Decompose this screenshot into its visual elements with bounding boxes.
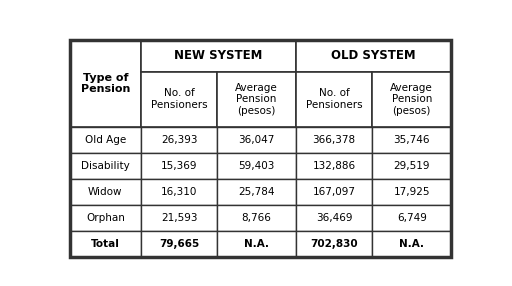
Bar bbox=[296, 40, 451, 72]
Bar bbox=[296, 127, 372, 153]
Text: Orphan: Orphan bbox=[86, 213, 125, 223]
Text: No. of
Pensioners: No. of Pensioners bbox=[151, 88, 207, 110]
Bar bbox=[141, 40, 296, 72]
Text: 15,369: 15,369 bbox=[161, 161, 197, 171]
Text: N.A.: N.A. bbox=[399, 239, 424, 249]
Text: 17,925: 17,925 bbox=[393, 187, 430, 197]
Bar bbox=[372, 72, 451, 127]
Text: 36,047: 36,047 bbox=[239, 135, 275, 145]
Text: 702,830: 702,830 bbox=[310, 239, 358, 249]
Bar bbox=[372, 231, 451, 257]
Text: 366,378: 366,378 bbox=[313, 135, 356, 145]
Bar bbox=[141, 153, 218, 179]
Text: N.A.: N.A. bbox=[244, 239, 269, 249]
Text: 21,593: 21,593 bbox=[161, 213, 197, 223]
Bar bbox=[372, 127, 451, 153]
Bar bbox=[218, 231, 296, 257]
Text: 25,784: 25,784 bbox=[239, 187, 275, 197]
Bar bbox=[218, 72, 296, 127]
Bar bbox=[372, 179, 451, 205]
Bar bbox=[218, 179, 296, 205]
Bar bbox=[70, 179, 141, 205]
Bar bbox=[372, 205, 451, 231]
Bar bbox=[218, 127, 296, 153]
Bar bbox=[70, 205, 141, 231]
Bar bbox=[296, 231, 372, 257]
Text: Widow: Widow bbox=[88, 187, 122, 197]
Text: 16,310: 16,310 bbox=[161, 187, 197, 197]
Bar bbox=[296, 205, 372, 231]
Bar bbox=[218, 205, 296, 231]
Bar bbox=[141, 231, 218, 257]
Text: 167,097: 167,097 bbox=[313, 187, 356, 197]
Bar bbox=[296, 72, 372, 127]
Bar bbox=[70, 231, 141, 257]
Bar bbox=[296, 179, 372, 205]
Text: No. of
Pensioners: No. of Pensioners bbox=[306, 88, 362, 110]
Bar bbox=[141, 127, 218, 153]
Bar bbox=[70, 153, 141, 179]
Text: Old Age: Old Age bbox=[85, 135, 126, 145]
Text: 35,746: 35,746 bbox=[393, 135, 430, 145]
Bar bbox=[70, 40, 141, 127]
Bar bbox=[296, 153, 372, 179]
Text: 29,519: 29,519 bbox=[393, 161, 430, 171]
Bar bbox=[372, 153, 451, 179]
Text: 26,393: 26,393 bbox=[161, 135, 197, 145]
Text: OLD SYSTEM: OLD SYSTEM bbox=[331, 49, 416, 62]
Bar bbox=[70, 127, 141, 153]
Bar bbox=[141, 72, 218, 127]
Text: 6,749: 6,749 bbox=[397, 213, 426, 223]
Bar bbox=[141, 205, 218, 231]
Text: Total: Total bbox=[91, 239, 120, 249]
Text: Disability: Disability bbox=[81, 161, 130, 171]
Text: 8,766: 8,766 bbox=[242, 213, 271, 223]
Text: 132,886: 132,886 bbox=[313, 161, 356, 171]
Text: 79,665: 79,665 bbox=[159, 239, 199, 249]
Text: 59,403: 59,403 bbox=[239, 161, 275, 171]
Text: Average
Pension
(pesos): Average Pension (pesos) bbox=[235, 83, 278, 116]
Text: NEW SYSTEM: NEW SYSTEM bbox=[174, 49, 263, 62]
Text: 36,469: 36,469 bbox=[316, 213, 352, 223]
Bar bbox=[218, 153, 296, 179]
Text: Average
Pension
(pesos): Average Pension (pesos) bbox=[390, 83, 433, 116]
Text: Type of
Pension: Type of Pension bbox=[81, 73, 130, 94]
Bar bbox=[141, 179, 218, 205]
